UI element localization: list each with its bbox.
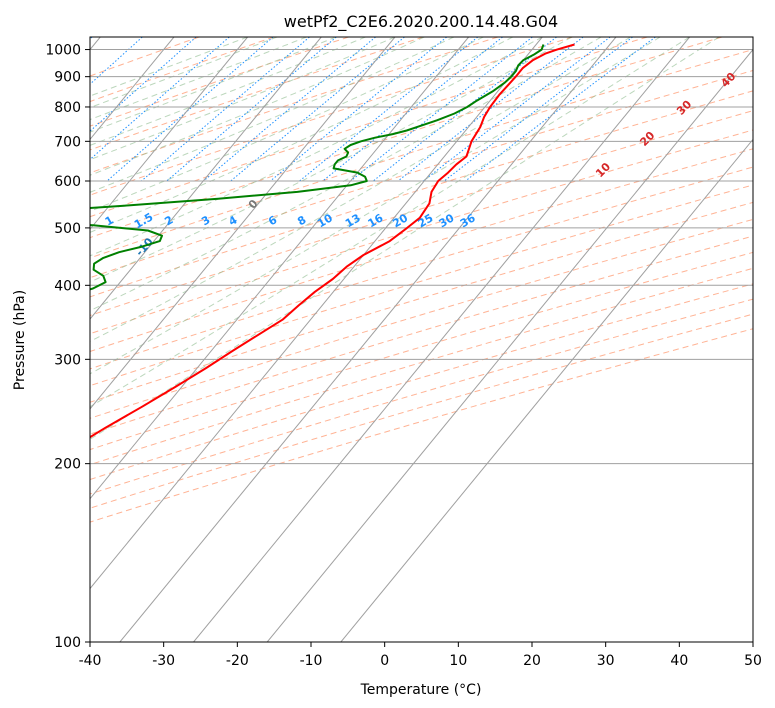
y-axis-label: Pressure (hPa) [12,290,28,390]
dry-adiabat-label: 40 [718,70,738,90]
dry-adiabat-label: 10 [593,160,613,180]
mixing-ratio-line [90,37,230,161]
mixing-ratio-label: 3 [199,213,212,228]
x-tick-label: -30 [152,653,175,669]
y-tick-label: 600 [54,174,81,190]
moist-adiabat [90,37,366,146]
isotherm-line [90,37,470,500]
dry-adiabat [90,37,723,239]
mixing-ratio-line [443,37,633,182]
moist-adiabat [90,37,484,212]
y-tick-label: 1000 [45,43,81,59]
mixing-ratio-label: 2 [162,213,175,228]
mixing-ratio-line [397,37,584,182]
isotherm-line [266,48,753,642]
moist-adiabat [90,37,573,283]
temperature-profile [90,43,575,439]
chart-title: wetPf2_C2E6.2020.200.14.48.G04 [284,12,558,32]
isotherm-line [340,138,753,642]
x-tick-label: 20 [523,653,541,669]
mixing-ratio-line [270,37,448,182]
dry-adiabat [90,37,349,127]
x-tick-label: -10 [300,653,323,669]
isotherm-label: 0 [246,197,261,212]
dry-adiabat [90,298,753,495]
dry-adiabat [90,184,753,387]
y-tick-label: 300 [54,352,81,368]
x-tick-label: -20 [226,653,249,669]
moist-adiabat [90,37,602,312]
mixing-ratio-line [90,37,143,85]
moist-adiabat [90,37,690,408]
mixing-ratio-line [322,37,503,182]
isotherm-label: -10 [133,235,156,259]
y-tick-label: 100 [54,635,81,651]
dewpoint-profile [90,44,545,291]
mixing-ratio-line [422,37,611,182]
dry-adiabat [90,283,753,481]
x-tick-label: 40 [670,653,688,669]
dry-adiabat [90,90,753,298]
moist-adiabat [90,37,337,133]
plot-frame [89,36,754,643]
moist-adiabat [90,37,720,440]
x-tick-label: -40 [79,653,102,669]
mixing-ratio-line [141,37,310,182]
isotherm-line [119,37,617,642]
isotherm-line [90,37,396,410]
mixing-ratio-line [465,37,656,182]
moist-adiabat [90,37,455,193]
isotherm-line [90,37,543,590]
dry-adiabat [90,201,753,403]
y-tick-label: 500 [54,221,81,237]
mixing-ratio-line [166,37,337,182]
dry-adiabat-label: 20 [637,129,657,149]
mixing-ratio-label: 8 [295,213,308,228]
x-axis-label: Temperature (°C) [360,682,482,698]
moist-adiabat [90,37,514,233]
x-tick-label: 50 [744,653,762,669]
y-tick-label: 700 [54,134,81,150]
mixing-ratio-line [106,37,274,182]
y-tick-label: 400 [54,278,81,294]
mixing-ratio-line [299,37,479,182]
y-tick-label: 800 [54,100,81,116]
dry-adiabat [90,328,753,523]
moist-adiabat [90,37,543,257]
dry-adiabat [90,218,753,419]
mixing-ratio-label: 0.4 [25,210,49,231]
dry-adiabat [90,69,753,279]
y-tick-label: 900 [54,70,81,86]
dry-adiabat [90,37,424,151]
isotherm-line [193,37,691,642]
moist-adiabat [90,37,661,375]
mixing-ratio-label: 4 [226,213,239,228]
x-tick-label: 0 [380,653,389,669]
dry-adiabat [90,313,753,509]
y-tick-label: 200 [54,457,81,473]
isotherm-line [90,37,249,231]
isotherm-line [90,37,322,320]
x-tick-label: 30 [597,653,615,669]
isotherm-line [90,37,175,141]
moist-adiabat [90,37,278,109]
mixing-ratio-line [90,37,197,132]
moist-adiabat [90,37,396,161]
dry-adiabat [90,166,753,370]
dry-adiabat [90,37,648,218]
mixing-ratio-line [350,37,533,182]
moist-adiabat [90,37,425,176]
moist-adiabat [90,37,631,343]
x-tick-label: 10 [449,653,467,669]
dry-adiabat-label: 30 [674,97,694,117]
dry-adiabat [90,37,573,196]
dry-adiabat [90,251,753,451]
